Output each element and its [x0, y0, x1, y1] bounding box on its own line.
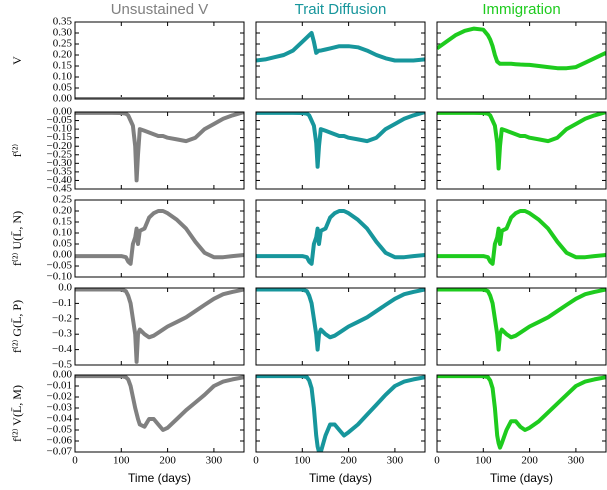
y-tick-label: 0.05: [53, 82, 73, 94]
panel-frame: [255, 287, 426, 366]
panel-frame: [255, 199, 426, 278]
x-tick-label: 200: [159, 455, 176, 467]
y-axis-label: f⁽²⁾ V(L̄, M): [10, 385, 24, 442]
y-tick-label: −0.3: [52, 328, 72, 340]
x-tick-label: 200: [521, 455, 538, 467]
y-tick-label: −0.35: [47, 165, 73, 177]
line: [256, 31, 425, 63]
line: [437, 112, 606, 171]
panel-frame: [74, 21, 245, 100]
y-tick-label: 0.00: [53, 369, 73, 381]
line: [256, 209, 425, 266]
y-tick-label: −0.4: [52, 343, 72, 355]
panel-frame: [74, 199, 245, 278]
y-tick-label: −0.15: [47, 131, 73, 143]
y-tick-label: −0.04: [47, 413, 73, 425]
y-tick-label: −0.1: [52, 297, 72, 309]
y-tick-label: 0.25: [53, 38, 73, 50]
x-tick-label: 100: [294, 455, 311, 467]
panel-frame: [436, 111, 607, 190]
y-axis-label: f⁽²⁾: [10, 144, 24, 158]
y-tick-label: −0.05: [47, 114, 73, 126]
y-tick-label: −0.45: [47, 183, 73, 195]
x-tick-label: 100: [475, 455, 492, 467]
y-tick-label: −0.02: [47, 391, 72, 403]
y-tick-label: 0.30: [53, 27, 73, 39]
x-tick-label: 200: [340, 455, 357, 467]
panel-frame: [74, 374, 245, 453]
x-tick-label: 0: [72, 455, 78, 467]
x-tick-label: 100: [113, 455, 130, 467]
y-tick-label: 0.00: [53, 93, 73, 105]
y-axis-label: f⁽²⁾ U(L̄, N): [10, 211, 24, 266]
y-axis-label: f⁽²⁾ G(L̄, P): [10, 300, 24, 353]
y-tick-label: −0.25: [47, 148, 73, 160]
line: [437, 288, 606, 352]
x-axis-label: Time (days): [128, 471, 191, 485]
y-tick-label: −0.20: [47, 140, 73, 152]
panel-frame: [436, 374, 607, 453]
y-tick-label: 0.00: [53, 249, 73, 261]
panel-frame: [436, 199, 607, 278]
y-tick-label: −0.05: [47, 424, 73, 436]
y-tick-label: −0.30: [47, 157, 73, 169]
y-tick-label: 0.35: [53, 16, 73, 28]
y-tick-label: 0.10: [53, 227, 73, 239]
column-title: Unsustained V: [111, 1, 209, 18]
y-tick-label: 0.10: [53, 71, 73, 83]
line: [256, 112, 425, 169]
x-tick-label: 0: [434, 455, 440, 467]
y-tick-label: −0.05: [47, 260, 73, 272]
y-tick-label: 0.25: [53, 194, 73, 206]
y-tick-label: −0.06: [47, 435, 73, 447]
line: [75, 375, 244, 432]
x-tick-label: 300: [387, 455, 404, 467]
y-tick-label: 0.00: [53, 106, 73, 118]
panel-frame: [255, 21, 426, 100]
x-axis-label: Time (days): [490, 471, 553, 485]
line: [256, 375, 425, 452]
line: [437, 26, 606, 71]
line: [437, 375, 606, 450]
x-tick-label: 300: [206, 455, 223, 467]
y-tick-label: 0.15: [53, 60, 73, 72]
y-tick-label: 0.20: [53, 205, 73, 217]
y-tick-label: 0.0: [58, 282, 72, 294]
column-title: Trait Diffusion: [295, 1, 387, 18]
panel-frame: [74, 111, 245, 190]
panel-frame: [255, 111, 426, 190]
y-tick-label: −0.03: [47, 402, 73, 414]
column-title: Immigration: [482, 1, 560, 18]
panel-frame: [436, 287, 607, 366]
y-tick-label: −0.40: [47, 174, 73, 186]
panel-frame: [436, 21, 607, 100]
y-tick-label: −0.01: [47, 380, 72, 392]
line: [437, 209, 606, 266]
y-tick-label: −0.07: [47, 446, 73, 458]
line: [75, 209, 244, 266]
y-tick-label: −0.10: [47, 271, 73, 283]
x-tick-label: 0: [253, 455, 259, 467]
y-axis-label: V: [10, 56, 24, 65]
panel-frame: [74, 287, 245, 366]
y-tick-label: 0.20: [53, 49, 73, 61]
line: [75, 112, 244, 183]
y-tick-label: 0.15: [53, 216, 73, 228]
line: [75, 288, 244, 364]
y-tick-label: −0.2: [52, 312, 72, 324]
panel-frame: [255, 374, 426, 453]
y-tick-label: −0.10: [47, 123, 73, 135]
x-tick-label: 300: [568, 455, 585, 467]
y-tick-label: −0.5: [52, 359, 72, 371]
line: [256, 288, 425, 352]
y-tick-label: 0.05: [53, 238, 73, 250]
x-axis-label: Time (days): [309, 471, 372, 485]
